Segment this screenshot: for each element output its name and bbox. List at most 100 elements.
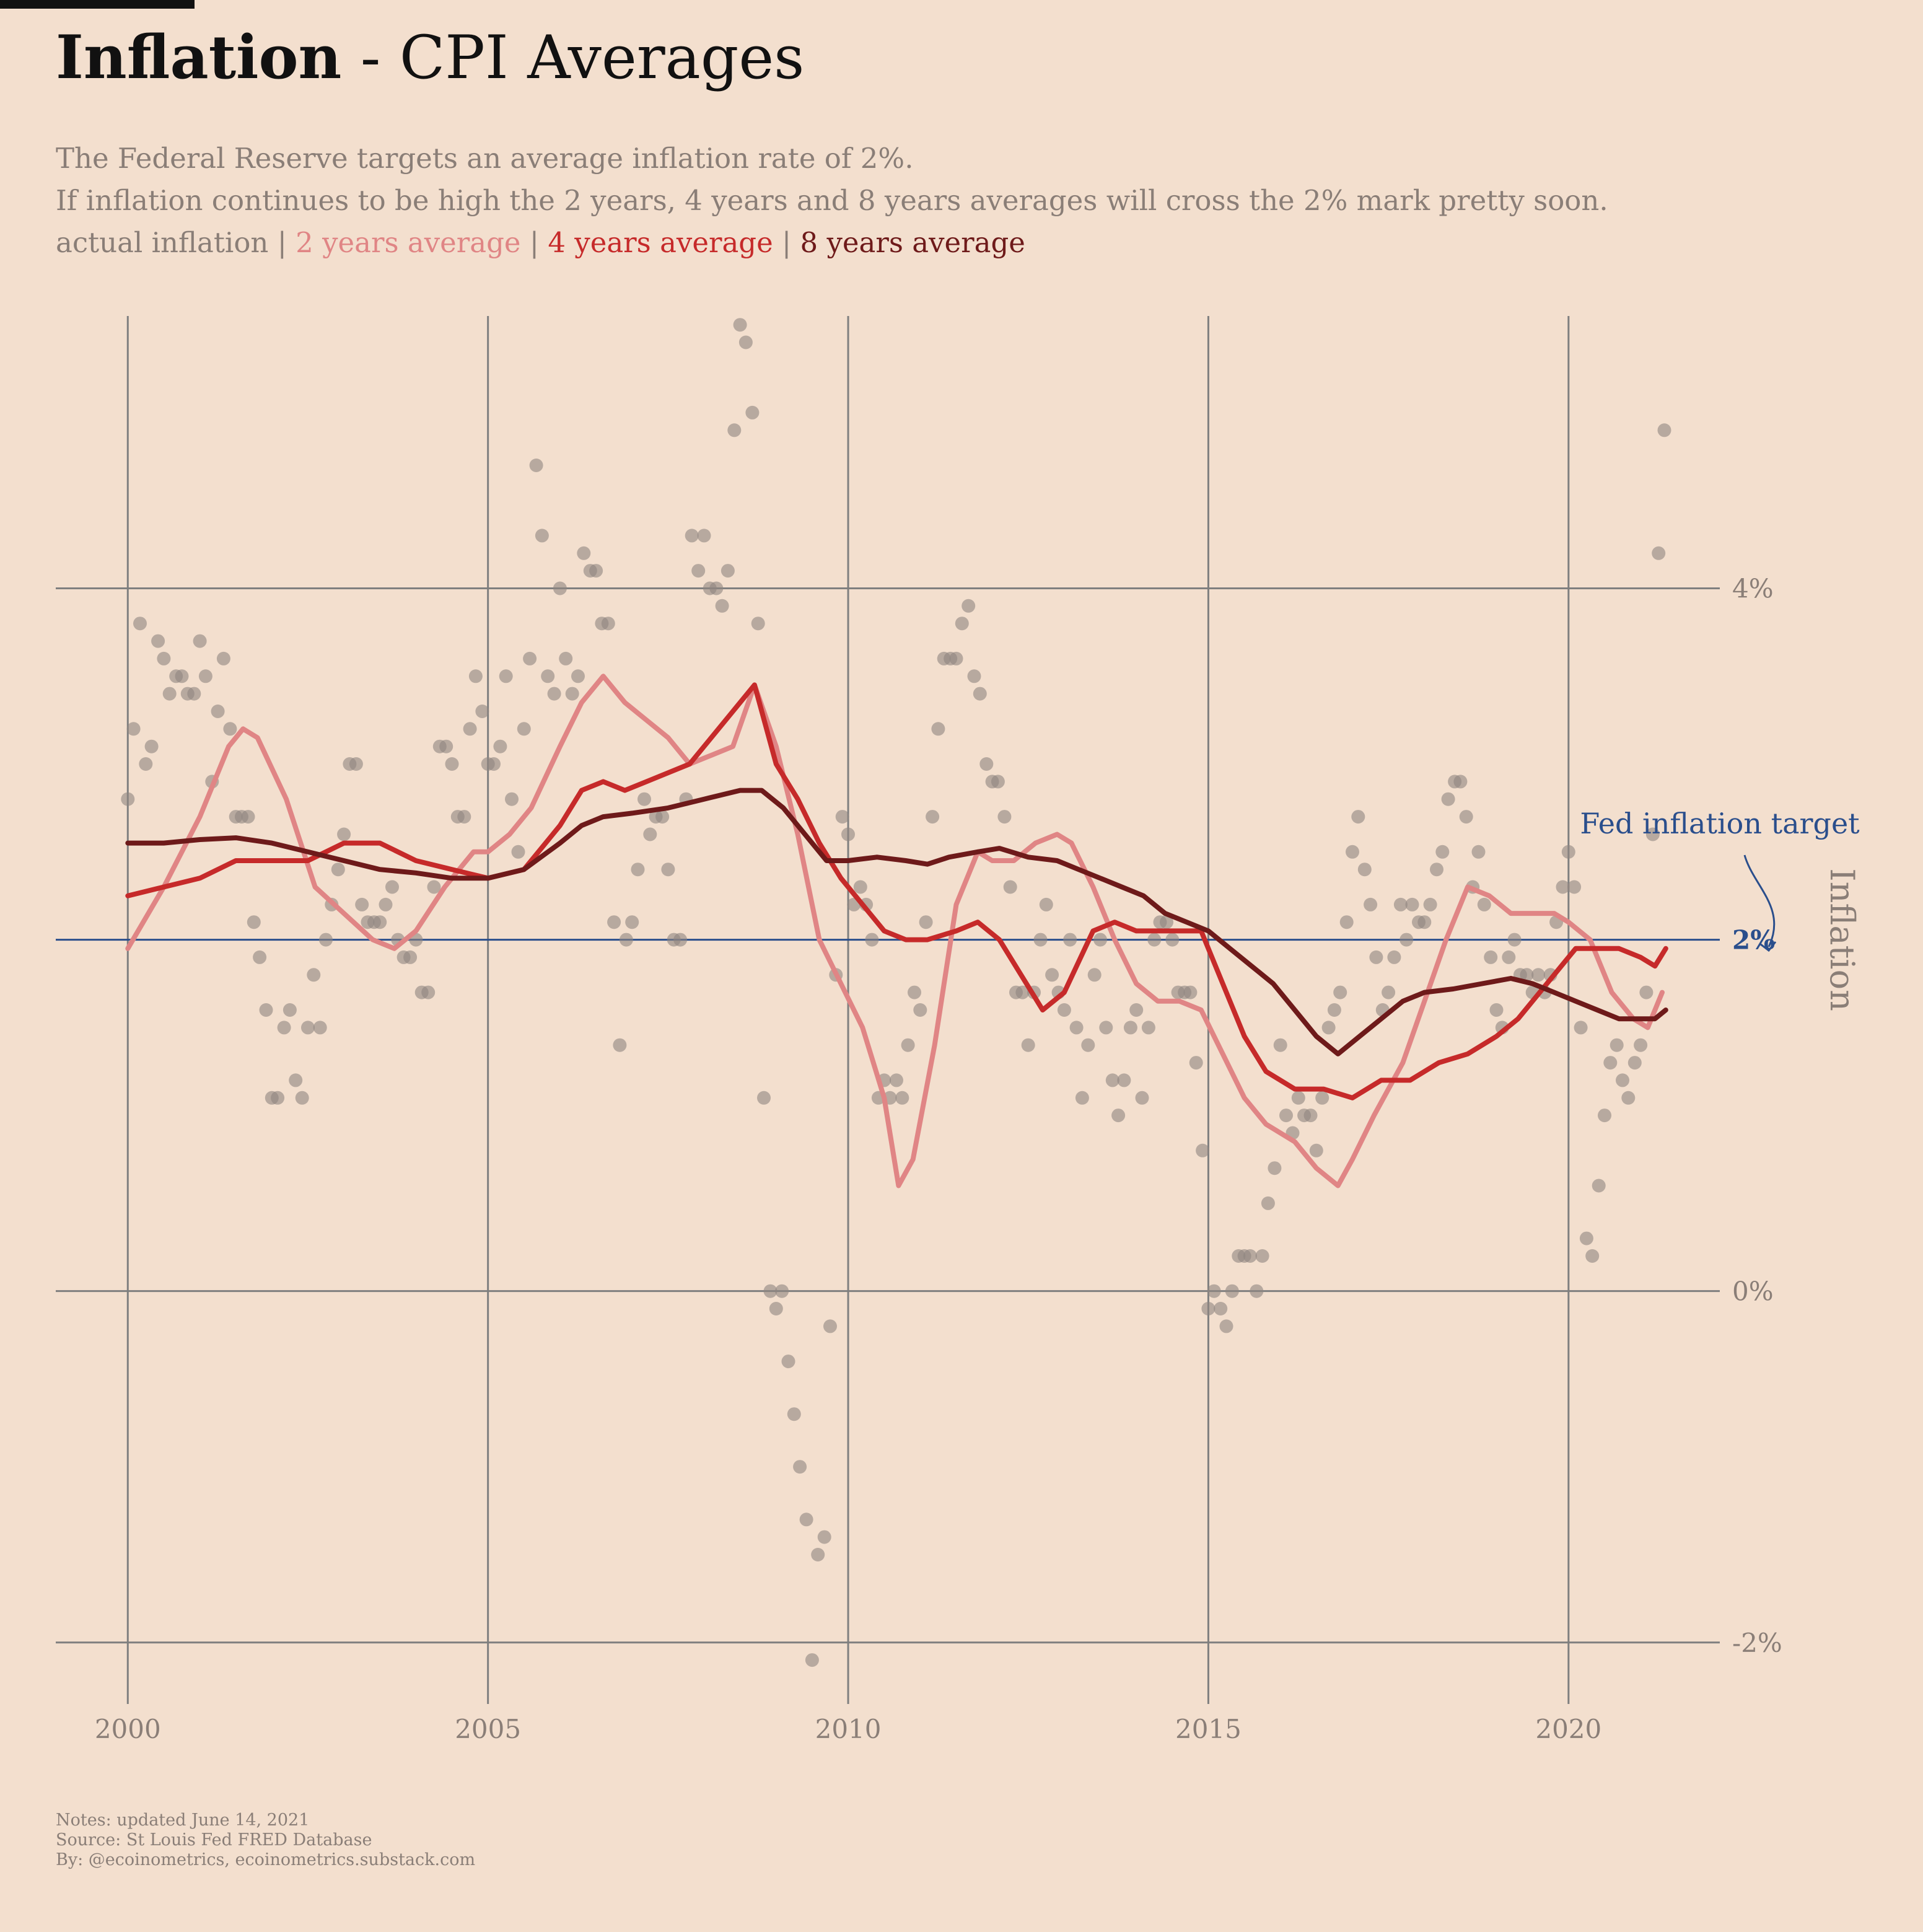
data-point <box>643 827 657 841</box>
data-point <box>619 933 633 947</box>
data-point <box>973 687 987 701</box>
data-point <box>1250 1284 1264 1298</box>
data-point <box>685 529 699 543</box>
data-point <box>853 880 867 894</box>
data-point <box>1585 1249 1600 1263</box>
data-point <box>1039 897 1053 911</box>
data-point <box>895 1091 909 1105</box>
data-point <box>247 915 261 929</box>
top-accent-bar <box>0 0 195 9</box>
data-point <box>823 1319 837 1333</box>
data-point <box>1634 1038 1648 1052</box>
data-point <box>259 1003 273 1017</box>
data-point <box>721 564 735 578</box>
data-point <box>289 1073 303 1087</box>
title-bold: Inflation <box>56 22 342 92</box>
data-point <box>121 792 135 806</box>
data-point <box>523 651 537 665</box>
data-point <box>295 1091 309 1105</box>
data-point <box>1417 915 1432 929</box>
data-point <box>1603 1056 1618 1070</box>
legend-actual: actual inflation <box>56 226 269 259</box>
data-point <box>919 915 933 929</box>
target-line-group: 2% <box>56 925 1775 955</box>
data-point <box>571 669 585 683</box>
data-point <box>691 564 706 578</box>
data-point <box>307 968 321 982</box>
data-point <box>1364 897 1378 911</box>
legend-8y: 8 years average <box>800 226 1025 259</box>
data-point <box>955 617 969 631</box>
notes-by: By: @ecoinometrics, ecoinometrics.substa… <box>56 1850 476 1869</box>
notes: Notes: updated June 14, 2021 Source: St … <box>56 1811 475 1870</box>
data-point <box>1081 1038 1095 1052</box>
data-point <box>1459 810 1473 824</box>
data-point <box>1057 1003 1071 1017</box>
axis-labels: 2000 2005 2010 2015 2020 -2% 0% 4% Inflation <box>95 573 1862 1744</box>
data-point <box>1063 933 1077 947</box>
data-point <box>1189 1056 1203 1070</box>
data-point <box>763 1284 778 1298</box>
data-point <box>673 933 688 947</box>
page-title: Inflation - CPI Averages <box>56 22 804 92</box>
data-point <box>1243 1249 1257 1263</box>
data-point <box>1627 1056 1642 1070</box>
y-tick-label-0: 0% <box>1732 1276 1774 1307</box>
data-point <box>715 599 729 613</box>
data-point <box>1357 863 1372 877</box>
data-point <box>175 669 189 683</box>
data-point <box>319 933 333 947</box>
data-point <box>133 617 147 631</box>
data-point <box>1129 1003 1144 1017</box>
data-point <box>1321 1021 1336 1035</box>
data-point <box>1075 1091 1089 1105</box>
data-point <box>1303 1109 1318 1123</box>
data-point <box>1196 1143 1210 1157</box>
data-point <box>301 1021 315 1035</box>
y-axis-label: Inflation <box>1823 868 1862 1011</box>
data-point <box>511 845 525 859</box>
data-point <box>1045 968 1059 982</box>
data-point <box>865 933 879 947</box>
data-point <box>781 1355 795 1369</box>
data-point <box>144 739 159 753</box>
data-point <box>1531 968 1545 982</box>
data-point <box>216 651 230 665</box>
y-tick-label-4: 4% <box>1732 573 1774 604</box>
data-point <box>997 810 1012 824</box>
data-point <box>1225 1284 1239 1298</box>
data-point <box>913 1003 927 1017</box>
data-point <box>625 915 639 929</box>
data-point <box>1105 1073 1119 1087</box>
data-point <box>139 757 153 771</box>
data-point <box>1309 1143 1323 1157</box>
data-point <box>817 1530 831 1544</box>
legend-sep-2: | <box>520 226 548 259</box>
data-point <box>193 634 207 648</box>
annotation-group: Fed inflation target <box>1580 807 1860 952</box>
data-point <box>283 1003 297 1017</box>
data-point <box>697 529 711 543</box>
subtitle-line-1: The Federal Reserve targets an average i… <box>56 142 914 175</box>
data-point <box>373 915 387 929</box>
data-point <box>445 757 459 771</box>
data-point <box>1165 933 1180 947</box>
data-point <box>505 792 519 806</box>
data-point <box>468 669 483 683</box>
data-point <box>553 581 567 595</box>
data-point <box>1471 845 1486 859</box>
data-point <box>757 1091 771 1105</box>
data-point <box>1561 845 1575 859</box>
data-point <box>535 529 549 543</box>
annotation-arrow <box>1743 854 1776 947</box>
data-point <box>1291 1091 1305 1105</box>
data-point <box>1393 897 1408 911</box>
data-point <box>1484 950 1498 964</box>
x-tick-label-2020: 2020 <box>1535 1714 1601 1744</box>
data-point <box>493 739 507 753</box>
data-point <box>457 810 471 824</box>
data-point <box>427 880 441 894</box>
data-point <box>1351 810 1365 824</box>
data-point <box>589 564 603 578</box>
data-point <box>1598 1109 1611 1123</box>
